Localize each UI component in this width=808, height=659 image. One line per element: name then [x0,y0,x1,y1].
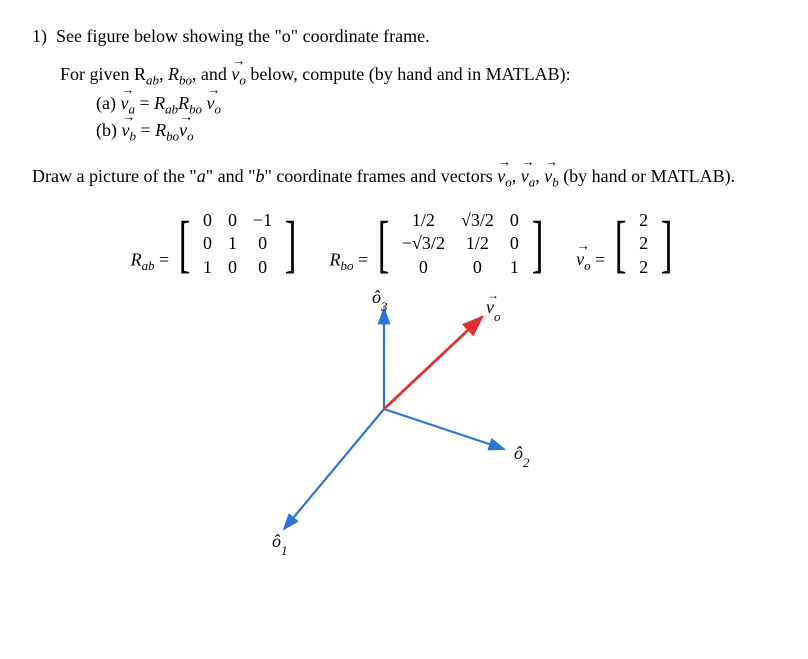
coordinate-frame-figure: ô3ô2ô1vo→ [224,289,584,569]
Rbo-table: 1/2√3/20 −√3/21/20 001 [394,209,527,280]
svg-text:ô1: ô1 [272,531,288,558]
vector-vo: vo = [ 2 2 2 ] [576,209,677,280]
draw-instruction: Draw a picture of the "a" and "b" coordi… [32,164,776,191]
svg-text:ô2: ô2 [514,443,530,470]
vo-table: 2 2 2 [631,209,656,280]
svg-text:ô3: ô3 [372,289,388,314]
matrix-row: Rab = [ 00−1 010 100 ] Rbo = [ 1/2√3/20 … [32,209,776,280]
given-block: For given Rab, Rbo, and vo below, comput… [60,62,776,145]
problem-number: 1) [32,26,47,46]
matrix-Rab: Rab = [ 00−1 010 100 ] [131,209,302,280]
part-b: (b) vb = Rbovo [96,118,776,145]
matrix-Rbo: Rbo = [ 1/2√3/20 −√3/21/20 001 ] [329,209,548,280]
part-a: (a) va = RabRbo vo [96,91,776,118]
Rab-table: 00−1 010 100 [195,209,280,280]
intro-text: See figure below showing the "o" coordin… [56,26,430,46]
problem-intro: 1) See figure below showing the "o" coor… [32,24,776,48]
svg-text:→: → [487,289,499,302]
